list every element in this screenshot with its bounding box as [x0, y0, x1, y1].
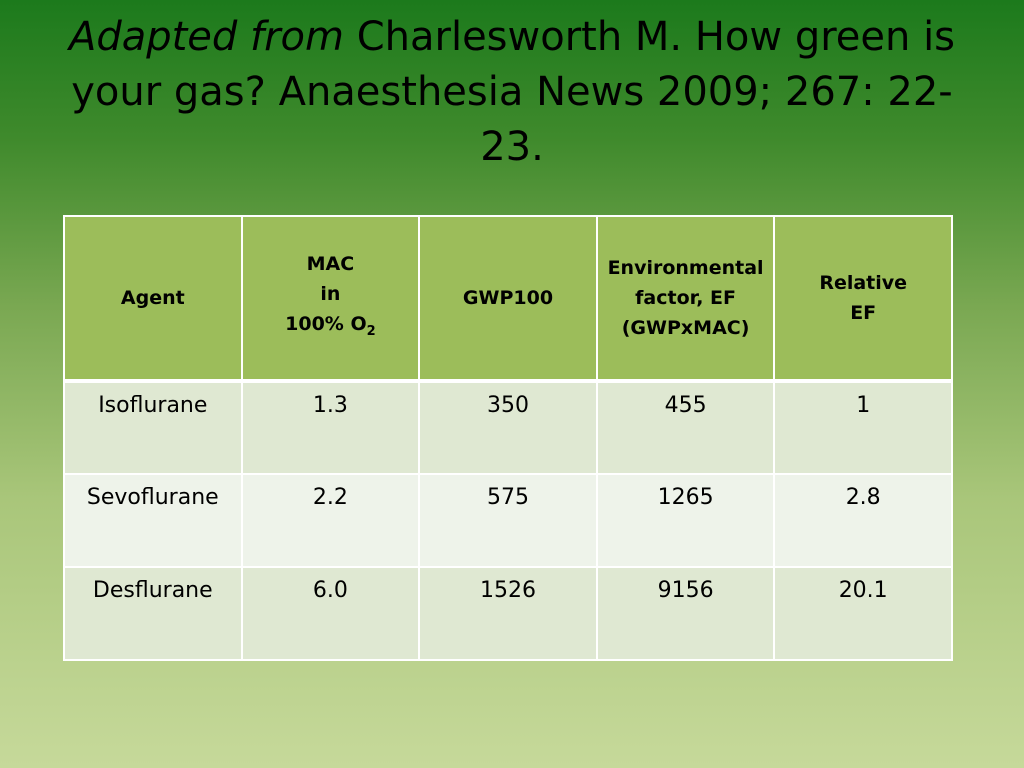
header-relative-ef: Relative EF — [773, 215, 953, 382]
header-mac: MAC in 100% O2 — [240, 215, 421, 382]
title-text: Charlesworth M. How green is your gas? A… — [71, 14, 956, 170]
anaesthetic-gas-table: Agent MAC in 100% O2 GWP100 Environmenta… — [63, 215, 953, 661]
cell-agent: Desflurane — [63, 566, 243, 661]
cell-gwp: 575 — [418, 473, 598, 568]
cell-mac: 2.2 — [240, 473, 421, 568]
title-italic: Adapted from — [68, 14, 344, 60]
cell-relative-ef: 2.8 — [773, 473, 953, 568]
cell-relative-ef: 1 — [773, 379, 953, 475]
table-row: Isoflurane 1.3 350 455 1 — [63, 379, 953, 475]
cell-mac: 1.3 — [240, 379, 421, 475]
table-header-row: Agent MAC in 100% O2 GWP100 Environmenta… — [63, 215, 953, 382]
cell-mac: 6.0 — [240, 566, 421, 661]
slide-title: Adapted from Charlesworth M. How green i… — [40, 10, 984, 175]
table-row: Desflurane 6.0 1526 9156 20.1 — [63, 566, 953, 661]
cell-ef: 9156 — [595, 566, 776, 661]
cell-gwp: 350 — [418, 379, 598, 475]
cell-agent: Isoflurane — [63, 379, 243, 475]
cell-gwp: 1526 — [418, 566, 598, 661]
table-row: Sevoflurane 2.2 575 1265 2.8 — [63, 473, 953, 568]
header-gwp: GWP100 — [418, 215, 598, 382]
header-environmental-factor: Environmental factor, EF (GWPxMAC) — [595, 215, 776, 382]
cell-ef: 455 — [595, 379, 776, 475]
cell-ef: 1265 — [595, 473, 776, 568]
cell-relative-ef: 20.1 — [773, 566, 953, 661]
cell-agent: Sevoflurane — [63, 473, 243, 568]
header-agent: Agent — [63, 215, 243, 382]
